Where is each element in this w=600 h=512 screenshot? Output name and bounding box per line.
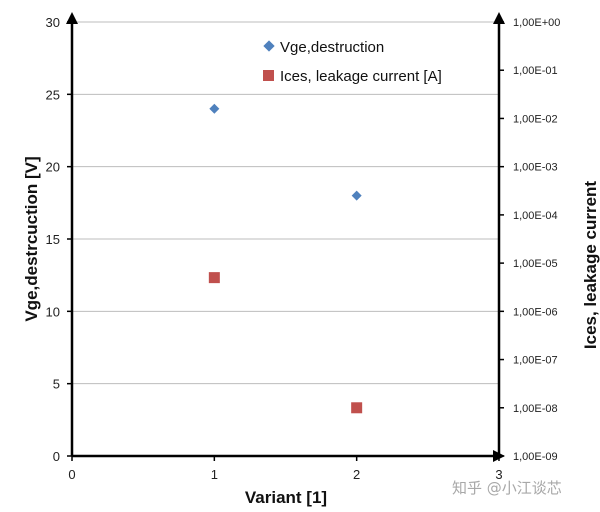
y-right-arrowhead <box>493 12 505 24</box>
y-right-tick-label: 1,00E+00 <box>513 17 560 29</box>
y-left-tick-label: 5 <box>53 377 60 392</box>
data-point-vge <box>351 190 362 201</box>
watermark: 知乎 @小江谈芯 <box>452 479 562 497</box>
y-left-arrowhead <box>66 12 78 24</box>
legend-label-vge: Vge,destruction <box>280 39 384 56</box>
y-left-tick-label: 10 <box>46 304 60 319</box>
y-right-tick-label: 1,00E-07 <box>513 355 558 367</box>
x-tick-label: 0 <box>68 467 75 482</box>
y-left-tick-label: 15 <box>46 232 60 247</box>
y-right-tick-label: 1,00E-08 <box>513 403 558 415</box>
y-right-axis-title: Ices, leakage current <box>581 181 600 350</box>
legend-label-ices: Ices, leakage current [A] <box>280 68 442 85</box>
data-point-ices <box>208 272 220 284</box>
legend: Vge,destruction Ices, leakage current [A… <box>263 39 442 85</box>
y-left-tick-label: 0 <box>53 449 60 464</box>
y-left-tick-label: 30 <box>46 15 60 30</box>
y-right-tick-label: 1,00E-01 <box>513 65 558 77</box>
y-right-tick-label: 1,00E-09 <box>513 451 558 463</box>
y-left-axis-title: Vge,destrcuction [V] <box>22 156 41 321</box>
y-right-tick-label: 1,00E-06 <box>513 306 558 318</box>
y-left-tick-label: 20 <box>46 160 60 175</box>
x-tick-label: 1 <box>211 467 218 482</box>
axes <box>66 12 505 462</box>
y-left-tick-label: 25 <box>46 87 60 102</box>
legend-marker-ices <box>263 70 274 81</box>
y-right-tick-label: 1,00E-04 <box>513 210 558 222</box>
y-right-tick-label: 1,00E-03 <box>513 162 558 174</box>
data-point-ices <box>351 402 363 414</box>
data-points <box>208 103 363 414</box>
x-arrowhead <box>493 450 505 462</box>
x-tick-label: 2 <box>353 467 360 482</box>
x-tick-label: 3 <box>495 467 502 482</box>
y-right-tick-label: 1,00E-05 <box>513 258 558 270</box>
y-right-tick-label: 1,00E-02 <box>513 113 558 125</box>
gridlines <box>72 21 499 385</box>
tick-labels: 0510152025301,00E-091,00E-081,00E-071,00… <box>46 15 561 482</box>
legend-marker-vge <box>263 40 275 52</box>
x-axis-title: Variant [1] <box>245 488 327 507</box>
data-point-vge <box>209 103 220 114</box>
